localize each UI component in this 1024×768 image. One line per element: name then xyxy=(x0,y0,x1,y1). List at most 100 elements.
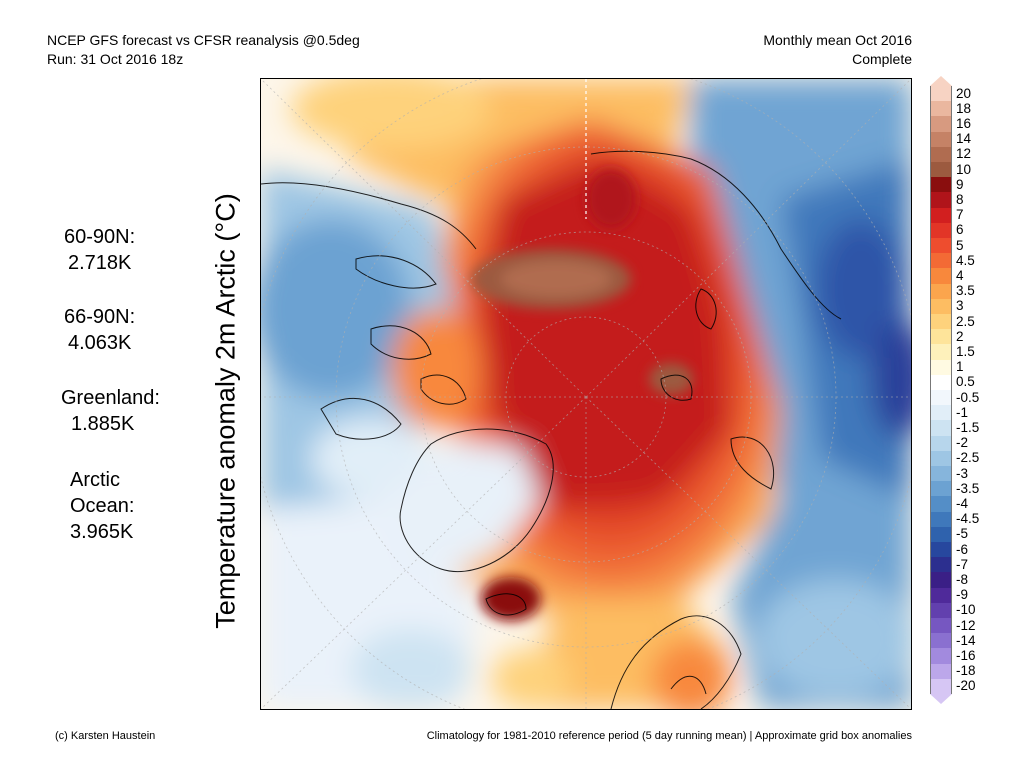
colorbar-swatch xyxy=(930,116,952,133)
colorbar-label: 10 xyxy=(956,161,972,177)
colorbar-swatch xyxy=(930,435,952,452)
region-arctic-ocean: Arctic Ocean: 3.965K xyxy=(70,467,160,545)
colorbar-label: -1 xyxy=(956,404,969,420)
region-value: 4.063K xyxy=(68,332,132,354)
graticule xyxy=(261,79,911,709)
colorbar-label: 5 xyxy=(956,237,964,253)
colorbar-label: -2 xyxy=(956,435,969,451)
colorbar-label: 14 xyxy=(956,131,972,147)
footnote: Climatology for 1981-2010 reference peri… xyxy=(426,730,912,742)
colorbar-label: 3.5 xyxy=(956,283,975,299)
colorbar-swatch xyxy=(930,678,952,695)
colorbar-swatch xyxy=(930,526,952,543)
colorbar-swatch xyxy=(930,648,952,665)
colorbar-label: 2 xyxy=(956,328,964,344)
region-value: 1.885K xyxy=(71,413,135,435)
colorbar-swatch xyxy=(930,344,952,361)
colorbar-label: -9 xyxy=(956,587,969,603)
colorbar-swatch xyxy=(930,618,952,634)
colorbar-swatch xyxy=(930,222,952,239)
colorbar-label: 8 xyxy=(956,192,964,207)
colorbar-max-arrow xyxy=(930,76,952,86)
colorbar-swatch xyxy=(930,359,952,376)
colorbar-swatch xyxy=(930,298,952,315)
colorbar-swatch xyxy=(930,374,952,391)
region-name: 60-90N: xyxy=(64,226,136,248)
region-greenland: Greenland: 1.885K xyxy=(61,385,160,437)
colorbar-label: -3.5 xyxy=(956,480,980,496)
colorbar-swatch xyxy=(930,162,952,178)
colorbar-swatch xyxy=(930,587,952,604)
status-label: Complete xyxy=(852,51,912,67)
colorbar-label: 20 xyxy=(956,85,972,101)
region-name: Greenland: xyxy=(61,387,160,409)
colorbar-label: -12 xyxy=(956,617,976,633)
colorbar-label: -14 xyxy=(956,632,976,648)
colorbar-label: 7 xyxy=(956,207,964,223)
colorbar-label: 18 xyxy=(956,100,972,116)
colorbar-swatch xyxy=(930,146,952,163)
colorbar-swatch xyxy=(930,101,952,117)
map-title: Temperature anomaly 2m Arctic (°C) xyxy=(210,193,241,629)
colorbar-swatch xyxy=(930,633,952,649)
region-66-90n: 66-90N: 4.063K xyxy=(64,304,135,356)
colorbar-label: -8 xyxy=(956,572,969,587)
colorbar-swatch xyxy=(930,572,952,589)
colorbar-label: -0.5 xyxy=(956,389,980,405)
colorbar-label: 4 xyxy=(956,268,964,283)
colorbar-swatch xyxy=(930,268,952,285)
coastlines xyxy=(261,150,842,709)
colorbar-label: -16 xyxy=(956,648,976,663)
colorbar-swatch xyxy=(930,390,952,406)
colorbar-label: -6 xyxy=(956,541,969,557)
anomaly-field xyxy=(261,79,911,709)
colorbar-swatch xyxy=(930,466,952,482)
colorbar-label: 3 xyxy=(956,298,964,314)
colorbar-label: 9 xyxy=(956,176,964,192)
colorbar-label: -18 xyxy=(956,663,976,679)
colorbar-label: 16 xyxy=(956,116,972,131)
colorbar-min-arrow xyxy=(930,694,952,704)
region-value: 2.718K xyxy=(68,252,132,274)
colorbar-swatch xyxy=(930,542,952,558)
anomaly-map xyxy=(260,78,912,710)
colorbar-label: -20 xyxy=(956,678,976,694)
colorbar-label: 6 xyxy=(956,222,964,238)
header-left: NCEP GFS forecast vs CFSR reanalysis @0.… xyxy=(47,31,360,69)
credit: (c) Karsten Haustein xyxy=(55,730,156,742)
colorbar-swatch xyxy=(930,207,952,224)
colorbar-label: -3 xyxy=(956,465,969,481)
colorbar-label: -2.5 xyxy=(956,450,980,466)
colorbar-label: 12 xyxy=(956,146,972,162)
colorbar-swatch xyxy=(930,496,952,513)
anomaly-hotspots xyxy=(471,169,693,621)
colorbar-swatch xyxy=(930,481,952,497)
colorbar-swatch xyxy=(930,405,952,421)
colorbar-swatch xyxy=(930,86,952,102)
colorbar-label: -4.5 xyxy=(956,511,980,527)
colorbar-swatch xyxy=(930,511,952,528)
colorbar xyxy=(930,76,952,704)
colorbar-swatch xyxy=(930,557,952,573)
colorbar-swatch xyxy=(930,192,952,209)
colorbar-swatch xyxy=(930,450,952,467)
colorbar-label: 0.5 xyxy=(956,374,975,390)
colorbar-swatch xyxy=(930,131,952,148)
region-value: 3.965K xyxy=(70,521,134,543)
colorbar-swatch xyxy=(930,314,952,330)
colorbar-label: -7 xyxy=(956,556,969,572)
colorbar-label: -4 xyxy=(956,496,969,511)
region-60-90n: 60-90N: 2.718K xyxy=(64,224,135,276)
colorbar-swatch xyxy=(930,253,952,269)
colorbar-label: 1 xyxy=(956,359,964,375)
colorbar-label: 4.5 xyxy=(956,252,975,268)
colorbar-label: -10 xyxy=(956,602,976,618)
region-name: 66-90N: xyxy=(64,306,136,328)
colorbar-swatch xyxy=(930,329,952,345)
colorbar-label: -1.5 xyxy=(956,420,980,435)
colorbar-label: -5 xyxy=(956,526,969,542)
colorbar-swatch xyxy=(930,177,952,193)
colorbar-label: 1.5 xyxy=(956,344,975,359)
region-name: Arctic Ocean: xyxy=(70,469,135,517)
model-title: NCEP GFS forecast vs CFSR reanalysis @0.… xyxy=(47,32,360,48)
